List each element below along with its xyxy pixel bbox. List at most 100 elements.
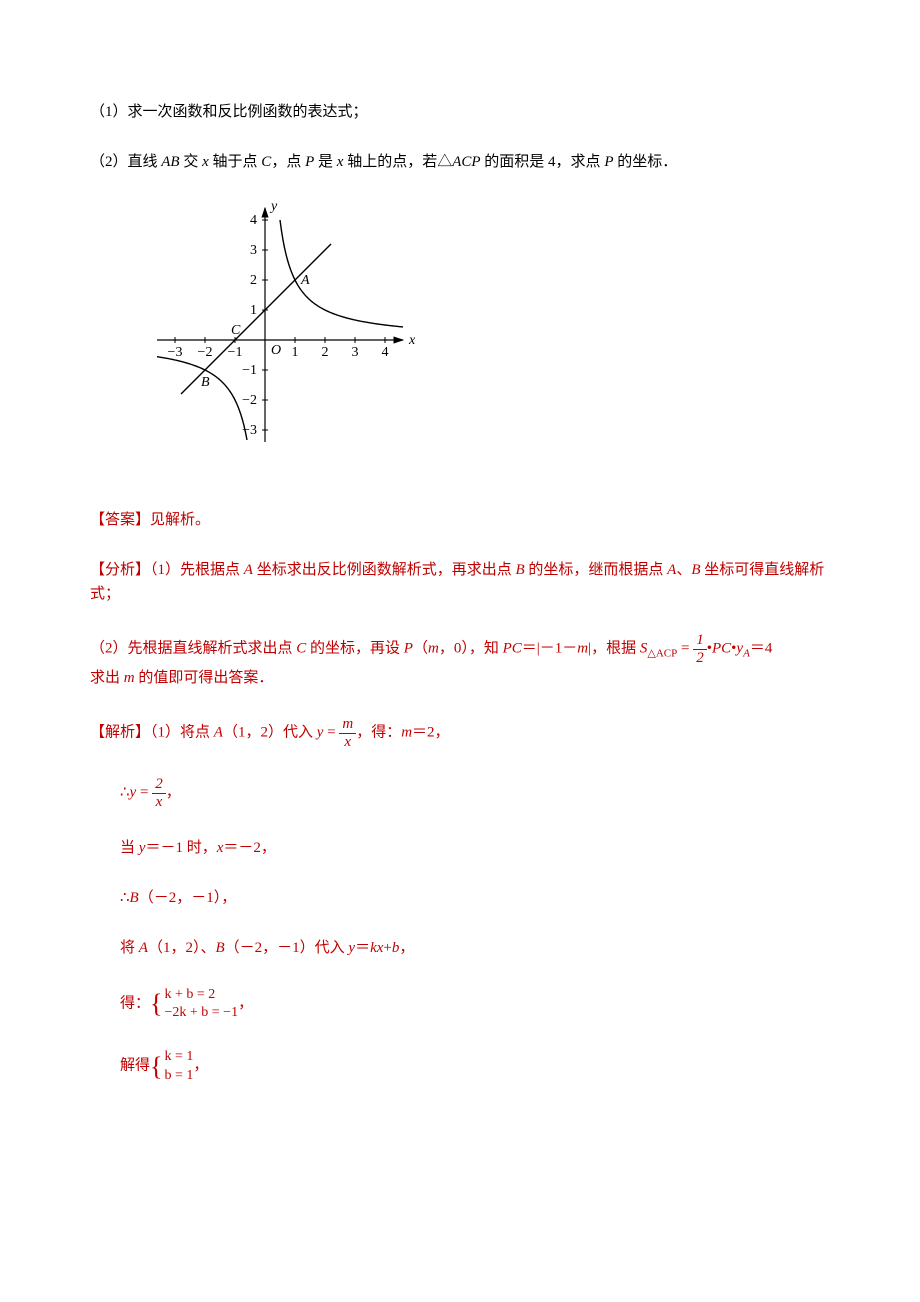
t: ＝2， bbox=[412, 724, 450, 740]
analysis-1: 【分析】（1）先根据点 A 坐标求出反比例函数解析式，再求出点 B 的坐标，继而… bbox=[90, 558, 830, 606]
t: ，0），知 bbox=[439, 640, 503, 656]
t: 轴于点 bbox=[209, 154, 262, 170]
brace-icon: { bbox=[150, 991, 162, 1017]
svg-text:y: y bbox=[269, 200, 278, 214]
t: ， bbox=[166, 784, 181, 800]
var-b: B bbox=[515, 562, 524, 578]
t: （ bbox=[413, 640, 428, 656]
t: （－2，－1）， bbox=[139, 890, 237, 906]
t: ∴ bbox=[120, 890, 130, 906]
t: 求出 bbox=[90, 670, 124, 686]
den: x bbox=[152, 794, 166, 811]
fraction-m-x: mx bbox=[339, 716, 356, 750]
sys-lines: k = 1 b = 1 bbox=[165, 1048, 194, 1084]
num: 1 bbox=[693, 632, 707, 650]
t: 的坐标，继而根据点 bbox=[525, 562, 668, 578]
t: 当 bbox=[120, 840, 139, 856]
svg-text:B: B bbox=[201, 375, 210, 390]
eq-line: k = 1 bbox=[165, 1049, 194, 1064]
num: 2 bbox=[152, 776, 166, 794]
svg-text:−1: −1 bbox=[228, 345, 243, 360]
solution-step-5: 得：{k + b = 2 −2k + b = −1， bbox=[90, 986, 830, 1022]
t: = bbox=[677, 640, 693, 656]
t: ＝ bbox=[355, 940, 370, 956]
fraction-2-x: 2x bbox=[152, 776, 166, 810]
t: 得： bbox=[120, 996, 150, 1012]
var-p: P bbox=[305, 154, 314, 170]
t: 【分析】（1）先根据点 bbox=[90, 562, 244, 578]
var-m: m bbox=[401, 724, 412, 740]
t: 将 bbox=[120, 940, 139, 956]
t: 的面积是 4，求点 bbox=[481, 154, 605, 170]
var-c: C bbox=[296, 640, 306, 656]
solution-step-2: 当 y＝－1 时，x＝－2， bbox=[90, 836, 830, 860]
t: 的坐标． bbox=[613, 154, 677, 170]
question-2: （2）直线 AB 交 x 轴于点 C，点 P 是 x 轴上的点，若△ACP 的面… bbox=[90, 150, 830, 174]
sys-lines: k + b = 2 −2k + b = −1 bbox=[165, 986, 239, 1022]
svg-text:4: 4 bbox=[382, 345, 389, 360]
t: ＝4 bbox=[750, 640, 773, 656]
var-pc: PC bbox=[712, 640, 731, 656]
t: ，点 bbox=[271, 154, 305, 170]
t: 解得 bbox=[120, 1058, 150, 1074]
svg-text:3: 3 bbox=[352, 345, 359, 360]
var-pc: PC bbox=[503, 640, 522, 656]
eq-line: −2k + b = −1 bbox=[165, 1005, 239, 1020]
answer-label: 【答案】见解析。 bbox=[90, 512, 210, 528]
t: 的坐标，再设 bbox=[306, 640, 404, 656]
sub-acp: △ACP bbox=[647, 647, 677, 659]
svg-text:4: 4 bbox=[250, 213, 257, 228]
t: ，得： bbox=[356, 724, 401, 740]
svg-text:−2: −2 bbox=[198, 345, 213, 360]
answer-heading: 【答案】见解析。 bbox=[90, 508, 830, 532]
svg-text:2: 2 bbox=[250, 273, 257, 288]
den: 2 bbox=[693, 650, 707, 667]
var-x: x bbox=[202, 154, 209, 170]
svg-text:A: A bbox=[300, 273, 310, 288]
svg-text:x: x bbox=[408, 333, 416, 348]
t: 交 bbox=[180, 154, 203, 170]
t: （2）直线 bbox=[90, 154, 161, 170]
t: 轴上的点，若△ bbox=[343, 154, 452, 170]
num: m bbox=[339, 716, 356, 734]
eq-line: k + b = 2 bbox=[165, 987, 216, 1002]
t: （－2，－1）代入 bbox=[225, 940, 349, 956]
var-a: A bbox=[139, 940, 148, 956]
var-p: P bbox=[404, 640, 413, 656]
svg-text:3: 3 bbox=[250, 243, 257, 258]
svg-text:−2: −2 bbox=[242, 393, 257, 408]
var-a: A bbox=[214, 724, 223, 740]
t: （2）先根据直线解析式求出点 bbox=[90, 640, 296, 656]
var-a: A bbox=[244, 562, 253, 578]
t: ， bbox=[238, 996, 253, 1012]
eq-line: b = 1 bbox=[165, 1068, 194, 1083]
solution-step-3: ∴B（－2，－1）， bbox=[90, 886, 830, 910]
solution-step-6: 解得{k = 1b = 1， bbox=[90, 1048, 830, 1084]
t: 【解析】（1）将点 bbox=[90, 724, 214, 740]
sub-a: A bbox=[743, 647, 750, 659]
var-c: C bbox=[261, 154, 271, 170]
t: ， bbox=[193, 1058, 208, 1074]
svg-text:1: 1 bbox=[292, 345, 299, 360]
solution-step-4: 将 A（1，2）、B（－2，－1）代入 y＝kx+b， bbox=[90, 936, 830, 960]
t: ＝－2， bbox=[223, 840, 276, 856]
q1-text: （1）求一次函数和反比例函数的表达式； bbox=[90, 104, 368, 120]
var-m: m bbox=[577, 640, 588, 656]
var-kx: kx bbox=[370, 940, 383, 956]
t: （1，2）、 bbox=[148, 940, 216, 956]
den: x bbox=[339, 734, 356, 751]
svg-text:1: 1 bbox=[250, 303, 257, 318]
t: ＝|－1－ bbox=[522, 640, 578, 656]
var-a: A bbox=[667, 562, 676, 578]
t: = bbox=[323, 724, 339, 740]
t: ， bbox=[399, 940, 414, 956]
var-ab: AB bbox=[161, 154, 179, 170]
var-b: B bbox=[215, 940, 224, 956]
svg-text:2: 2 bbox=[322, 345, 329, 360]
svg-text:−3: −3 bbox=[168, 345, 183, 360]
t: + bbox=[383, 940, 391, 956]
t: 、 bbox=[676, 562, 691, 578]
var-acp: ACP bbox=[452, 154, 480, 170]
chart-svg: −3−2−11234−3−2−11234xyOABC bbox=[140, 200, 430, 460]
t: |，根据 bbox=[588, 640, 640, 656]
